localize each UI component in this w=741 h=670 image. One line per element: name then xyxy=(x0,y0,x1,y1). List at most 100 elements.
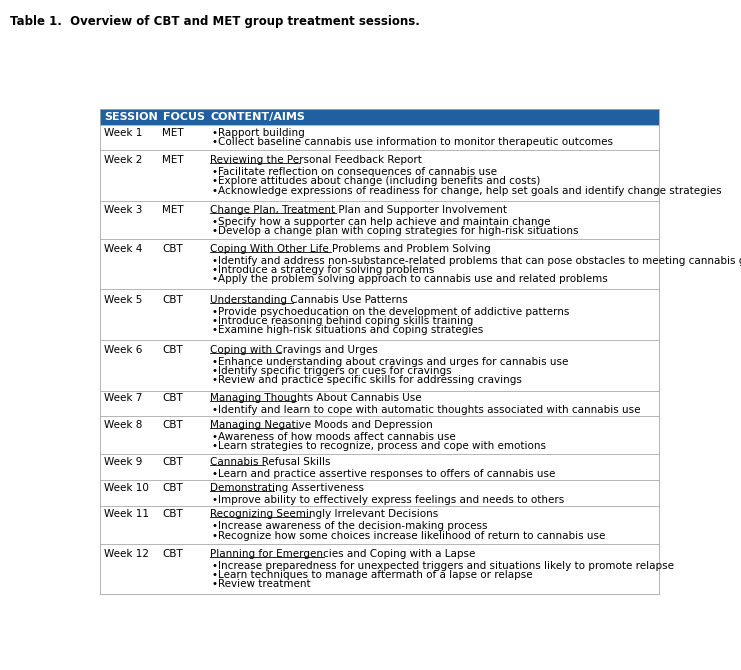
Text: Reviewing the Personal Feedback Report: Reviewing the Personal Feedback Report xyxy=(210,155,422,165)
Text: Week 9: Week 9 xyxy=(104,457,142,467)
Text: •: • xyxy=(211,570,218,580)
Text: Facilitate reflection on consequences of cannabis use: Facilitate reflection on consequences of… xyxy=(218,168,497,178)
Bar xyxy=(100,201,659,239)
Text: Learn and practice assertive responses to offers of cannabis use: Learn and practice assertive responses t… xyxy=(218,469,555,479)
Text: Week 11: Week 11 xyxy=(104,509,148,519)
Text: Review treatment: Review treatment xyxy=(218,579,310,589)
Text: Managing Thoughts About Cannabis Use: Managing Thoughts About Cannabis Use xyxy=(210,393,422,403)
Text: CBT: CBT xyxy=(162,295,183,305)
Text: Week 3: Week 3 xyxy=(104,204,142,214)
Text: CBT: CBT xyxy=(162,549,183,559)
Text: •: • xyxy=(211,357,218,367)
Text: Acknowledge expressions of readiness for change, help set goals and identify cha: Acknowledge expressions of readiness for… xyxy=(218,186,722,196)
Bar xyxy=(100,454,659,480)
Text: Apply the problem solving approach to cannabis use and related problems: Apply the problem solving approach to ca… xyxy=(218,274,608,284)
Text: CONTENT/AIMS: CONTENT/AIMS xyxy=(211,112,306,122)
Text: Planning for Emergencies and Coping with a Lapse: Planning for Emergencies and Coping with… xyxy=(210,549,475,559)
Text: Change Plan, Treatment Plan and Supporter Involvement: Change Plan, Treatment Plan and Supporte… xyxy=(210,204,507,214)
Text: CBT: CBT xyxy=(162,482,183,492)
Text: Coping With Other Life Problems and Problem Solving: Coping With Other Life Problems and Prob… xyxy=(210,244,491,254)
Text: CBT: CBT xyxy=(162,457,183,467)
Text: MET: MET xyxy=(162,127,184,137)
Text: Understanding Cannabis Use Patterns: Understanding Cannabis Use Patterns xyxy=(210,295,408,305)
Text: Week 12: Week 12 xyxy=(104,549,148,559)
Text: •: • xyxy=(211,168,218,178)
Text: •: • xyxy=(211,432,218,442)
Bar xyxy=(100,340,659,391)
Text: •: • xyxy=(211,366,218,377)
Text: Learn strategies to recognize, process and cope with emotions: Learn strategies to recognize, process a… xyxy=(218,442,546,452)
Text: Introduce a strategy for solving problems: Introduce a strategy for solving problem… xyxy=(218,265,434,275)
Text: Identify and address non-substance-related problems that can pose obstacles to m: Identify and address non-substance-relat… xyxy=(218,256,741,266)
Text: Table 1.  Overview of CBT and MET group treatment sessions.: Table 1. Overview of CBT and MET group t… xyxy=(10,15,419,27)
Text: Review and practice specific skills for addressing cravings: Review and practice specific skills for … xyxy=(218,375,522,385)
Text: Learn techniques to manage aftermath of a lapse or relapse: Learn techniques to manage aftermath of … xyxy=(218,570,533,580)
Text: •: • xyxy=(211,186,218,196)
Text: Cannabis Refusal Skills: Cannabis Refusal Skills xyxy=(210,457,330,467)
Text: Increase awareness of the decision-making process: Increase awareness of the decision-makin… xyxy=(218,521,488,531)
Text: FOCUS: FOCUS xyxy=(164,112,205,122)
Text: •: • xyxy=(211,325,218,335)
Text: Identify and learn to cope with automatic thoughts associated with cannabis use: Identify and learn to cope with automati… xyxy=(218,405,640,415)
Bar xyxy=(100,391,659,416)
Text: Week 4: Week 4 xyxy=(104,244,142,254)
Text: CBT: CBT xyxy=(162,244,183,254)
Bar xyxy=(100,480,659,506)
Text: Week 2: Week 2 xyxy=(104,155,142,165)
Text: CBT: CBT xyxy=(162,393,183,403)
Text: •: • xyxy=(211,579,218,589)
Bar xyxy=(100,289,659,340)
Text: Managing Negative Moods and Depression: Managing Negative Moods and Depression xyxy=(210,420,433,430)
Text: Week 1: Week 1 xyxy=(104,127,142,137)
Bar xyxy=(100,506,659,543)
Text: •: • xyxy=(211,226,218,236)
Text: •: • xyxy=(211,265,218,275)
Text: Demonstrating Assertiveness: Demonstrating Assertiveness xyxy=(210,482,364,492)
Text: •: • xyxy=(211,307,218,317)
Text: Awareness of how moods affect cannabis use: Awareness of how moods affect cannabis u… xyxy=(218,432,456,442)
Bar xyxy=(100,239,659,289)
Text: •: • xyxy=(211,521,218,531)
Text: Specify how a supporter can help achieve and maintain change: Specify how a supporter can help achieve… xyxy=(218,216,551,226)
Text: •: • xyxy=(211,216,218,226)
Text: Week 8: Week 8 xyxy=(104,420,142,430)
Text: SESSION: SESSION xyxy=(104,112,159,122)
Text: •: • xyxy=(211,375,218,385)
Text: •: • xyxy=(211,469,218,479)
Text: •: • xyxy=(211,176,218,186)
Text: Collect baseline cannabis use information to monitor therapeutic outcomes: Collect baseline cannabis use informatio… xyxy=(218,137,613,147)
Text: •: • xyxy=(211,561,218,571)
Bar xyxy=(100,125,659,150)
Text: •: • xyxy=(211,494,218,505)
Text: Week 6: Week 6 xyxy=(104,345,142,355)
Text: Rapport building: Rapport building xyxy=(218,127,305,137)
Text: •: • xyxy=(211,316,218,326)
Text: Develop a change plan with coping strategies for high-risk situations: Develop a change plan with coping strate… xyxy=(218,226,579,236)
Text: •: • xyxy=(211,256,218,266)
Text: Recognize how some choices increase likelihood of return to cannabis use: Recognize how some choices increase like… xyxy=(218,531,605,541)
Text: CBT: CBT xyxy=(162,420,183,430)
Text: •: • xyxy=(211,127,218,137)
Text: Provide psychoeducation on the development of addictive patterns: Provide psychoeducation on the developme… xyxy=(218,307,569,317)
Text: CBT: CBT xyxy=(162,509,183,519)
Text: Recognizing Seemingly Irrelevant Decisions: Recognizing Seemingly Irrelevant Decisio… xyxy=(210,509,438,519)
Text: •: • xyxy=(211,137,218,147)
Text: •: • xyxy=(211,531,218,541)
Text: MET: MET xyxy=(162,155,184,165)
Text: CBT: CBT xyxy=(162,345,183,355)
Text: Introduce reasoning behind coping skills training: Introduce reasoning behind coping skills… xyxy=(218,316,473,326)
Text: •: • xyxy=(211,274,218,284)
Text: Enhance understanding about cravings and urges for cannabis use: Enhance understanding about cravings and… xyxy=(218,357,568,367)
Bar xyxy=(100,150,659,201)
Text: Week 5: Week 5 xyxy=(104,295,142,305)
Text: •: • xyxy=(211,442,218,452)
Bar xyxy=(100,416,659,454)
Text: Week 10: Week 10 xyxy=(104,482,148,492)
Text: Identify specific triggers or cues for cravings: Identify specific triggers or cues for c… xyxy=(218,366,451,377)
Text: Explore attitudes about change (including benefits and costs): Explore attitudes about change (includin… xyxy=(218,176,540,186)
Text: •: • xyxy=(211,405,218,415)
Text: Week 7: Week 7 xyxy=(104,393,142,403)
Bar xyxy=(100,543,659,594)
Text: MET: MET xyxy=(162,204,184,214)
Text: Improve ability to effectively express feelings and needs to others: Improve ability to effectively express f… xyxy=(218,494,564,505)
